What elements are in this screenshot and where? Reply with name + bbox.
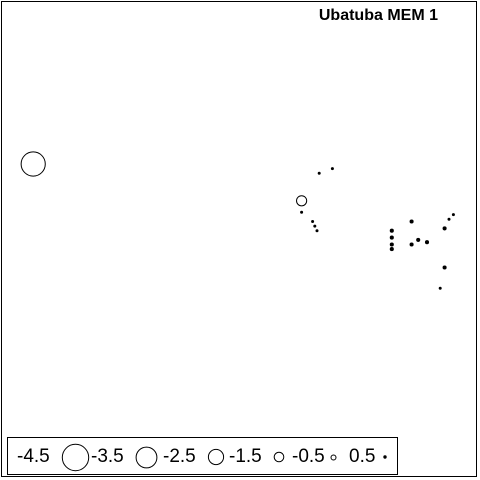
data-point (451, 213, 455, 217)
data-point (311, 220, 315, 223)
legend-label: -0.5 (292, 446, 325, 467)
data-point (317, 171, 321, 175)
data-point (409, 242, 414, 247)
legend-symbol (383, 455, 387, 459)
data-point (442, 226, 447, 231)
data-point (389, 235, 394, 240)
data-point (330, 167, 334, 171)
data-point (438, 286, 442, 290)
data-point (416, 237, 421, 242)
legend-symbol (207, 448, 225, 466)
data-point (389, 228, 394, 233)
legend-symbol (273, 451, 285, 463)
legend-label: -2.5 (163, 446, 196, 467)
legend-label: -4.5 (17, 446, 50, 467)
data-point (409, 219, 414, 224)
legend-symbol (61, 443, 90, 471)
legend-label: -3.5 (91, 446, 124, 467)
data-point (389, 242, 394, 247)
data-point (296, 195, 308, 207)
legend-symbol (330, 454, 337, 460)
data-point (447, 217, 451, 221)
data-point (442, 265, 447, 270)
legend-symbol (135, 446, 158, 468)
legend-label: 0.5 (349, 446, 376, 467)
data-point (20, 151, 46, 177)
data-point (424, 240, 430, 245)
legend: -4.5 -3.5 -2.5 -1.5 -0.5 0.5 (7, 437, 398, 475)
data-point (300, 210, 304, 214)
data-point (313, 224, 317, 228)
data-point (315, 229, 319, 233)
data-point (389, 247, 394, 252)
legend-label: -1.5 (229, 446, 262, 467)
chart-title: Ubatuba MEM 1 (318, 7, 438, 24)
